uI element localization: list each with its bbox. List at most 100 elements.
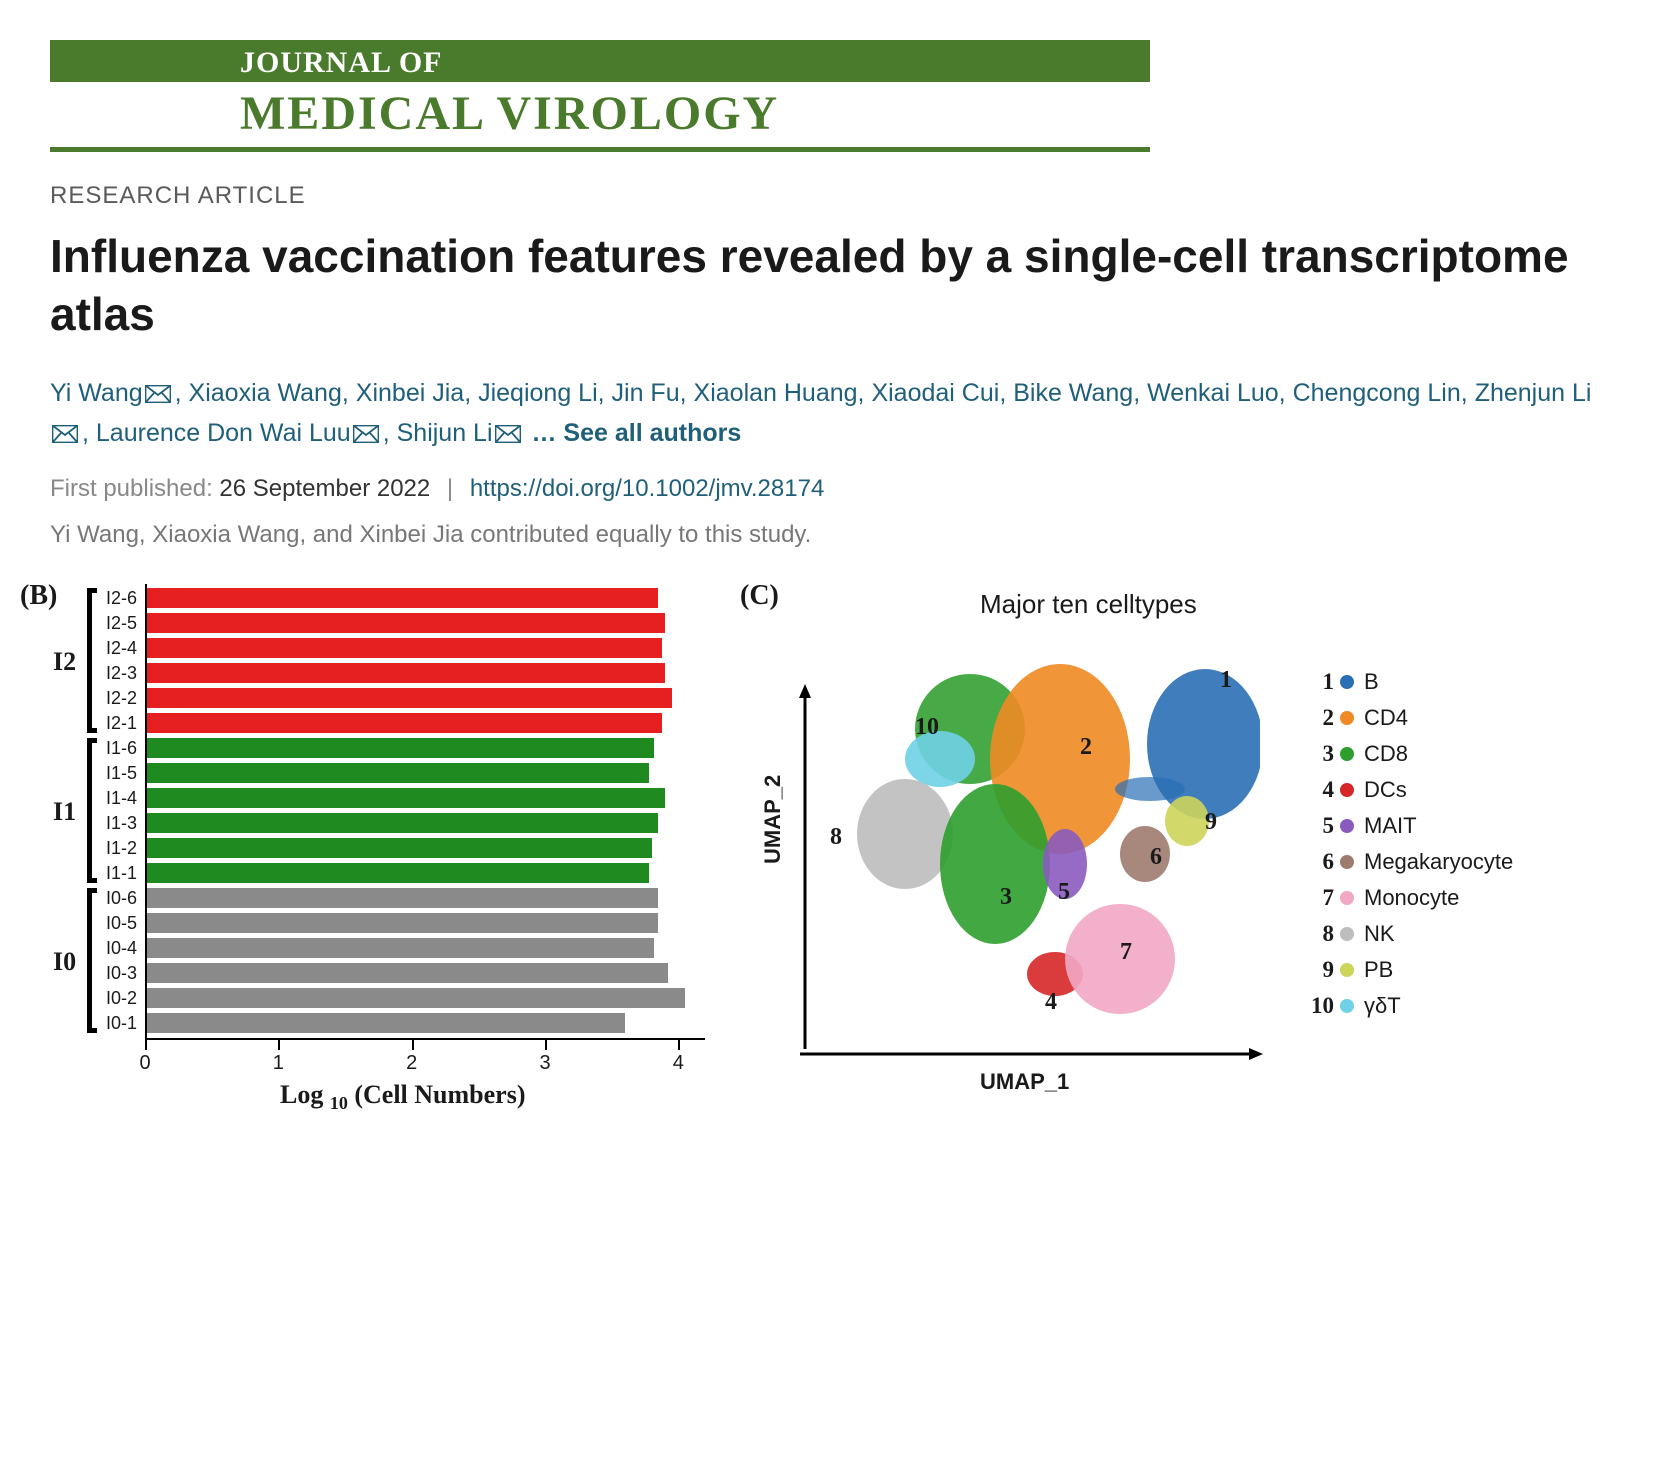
legend-dot [1340,927,1354,941]
umap-title: Major ten celltypes [980,589,1197,620]
umap-scatter [820,629,1260,1049]
mail-icon[interactable] [145,385,171,403]
legend-row: 7Monocyte [1300,880,1513,916]
bar-chart-y-axis [145,584,147,1038]
bar-row: I2-5 [145,613,665,633]
legend-label: DCs [1364,777,1407,803]
legend-dot [1340,891,1354,905]
bar-label: I2-4 [106,638,137,659]
legend-label: MAIT [1364,813,1417,839]
author-name[interactable]: Shijun Li [397,419,493,447]
bar-row: I1-5 [145,763,649,783]
x-tick [545,1040,547,1050]
author-name[interactable]: Jieqiong Li [478,379,598,407]
bar-row: I2-2 [145,688,672,708]
legend-row: 3CD8 [1300,736,1513,772]
umap-cluster-number: 6 [1150,844,1162,871]
legend-dot [1340,747,1354,761]
bar-row: I0-5 [145,913,658,933]
x-tick-label: 1 [273,1052,284,1075]
bar-label: I0-3 [106,963,137,984]
legend-number: 4 [1300,777,1334,803]
mail-icon[interactable] [52,425,78,443]
author-name[interactable]: Jin Fu [612,379,680,407]
bar-label: I0-2 [106,988,137,1009]
author-name[interactable]: Xiaolan Huang [694,379,858,407]
bar-label: I2-3 [106,663,137,684]
journal-name-bottom: MEDICAL VIROLOGY [50,82,1150,152]
umap-figure: Major ten celltypes 12345678910 UMAP_2 U… [740,584,1520,1124]
bar-label: I1-4 [106,788,137,809]
bar-row: I0-4 [145,938,654,958]
umap-x-axis-arrow [795,1044,1265,1064]
author-name[interactable]: Zhenjun Li [1475,379,1592,407]
first-published-label: First published: [50,475,213,502]
x-tick-label: 4 [673,1052,684,1075]
doi-link[interactable]: https://doi.org/10.1002/jmv.28174 [470,475,824,502]
bar-row: I2-4 [145,638,662,658]
bar-row: I0-6 [145,888,658,908]
x-tick [278,1040,280,1050]
umap-cluster-blob [1120,826,1170,882]
author-name[interactable]: Bike Wang [1013,379,1133,407]
author-name[interactable]: Xiaoxia Wang [189,379,342,407]
see-all-authors[interactable]: … See all authors [531,419,741,447]
bar-rect [145,863,649,883]
meta-separator: | [447,475,453,502]
bar-label: I0-4 [106,938,137,959]
mail-icon[interactable] [353,425,379,443]
x-tick-label: 2 [406,1052,417,1075]
bar-rect [145,763,649,783]
umap-cluster-number: 3 [1000,884,1012,911]
article-title: Influenza vaccination features revealed … [50,228,1604,343]
author-name[interactable]: Chengcong Lin [1293,379,1461,407]
bar-row: I0-2 [145,988,685,1008]
legend-row: 5 MAIT [1300,808,1513,844]
legend-number: 5 [1300,813,1334,839]
bar-row: I2-3 [145,663,665,683]
legend-row: 9PB [1300,952,1513,988]
umap-cluster-blob [1165,796,1209,846]
group-label: I0 [53,947,76,977]
journal-banner: JOURNAL OF MEDICAL VIROLOGY [50,40,1150,152]
x-tick [678,1040,680,1050]
author-name[interactable]: Yi Wang [50,379,143,407]
legend-row: 10γδT [1300,988,1513,1024]
bar-rect [145,988,685,1008]
legend-label: CD4 [1364,705,1408,731]
umap-y-axis-label: UMAP_2 [760,775,786,864]
bar-label: I2-2 [106,688,137,709]
legend-number: 8 [1300,921,1334,947]
bar-row: I2-1 [145,713,662,733]
author-name[interactable]: Wenkai Luo [1147,379,1279,407]
figure-panel-b: (B) I2-6I2-5I2-4I2-3I2-2I2-1I2I1-6I1-5I1… [50,584,730,1038]
bar-label: I0-6 [106,888,137,909]
bar-label: I1-5 [106,763,137,784]
x-tick-label: 3 [539,1052,550,1075]
author-name[interactable]: Xinbei Jia [356,379,464,407]
bar-rect [145,688,672,708]
umap-cluster-number: 5 [1058,879,1070,906]
figure-row: (B) I2-6I2-5I2-4I2-3I2-2I2-1I2I1-6I1-5I1… [50,584,1604,1124]
bar-row: I1-4 [145,788,665,808]
umap-cluster-number: 4 [1045,989,1057,1016]
group-bracket [87,888,97,1033]
bar-row: I1-1 [145,863,649,883]
bar-label: I1-3 [106,813,137,834]
legend-label: NK [1364,921,1395,947]
author-list: Yi Wang, Xiaoxia Wang, Xinbei Jia, Jieqi… [50,373,1604,453]
bar-chart-x-title: Log 10 (Cell Numbers) [280,1080,525,1114]
bar-row: I1-6 [145,738,654,758]
panel-b-label: (B) [20,580,57,612]
legend-label: B [1364,669,1379,695]
author-name[interactable]: Laurence Don Wai Luu [96,419,351,447]
x-tick-label: 0 [139,1052,150,1075]
author-name[interactable]: Xiaodai Cui [871,379,999,407]
bar-rect [145,813,658,833]
umap-x-axis-label: UMAP_1 [980,1069,1069,1095]
mail-icon[interactable] [495,425,521,443]
umap-cluster-number: 9 [1205,809,1217,836]
legend-dot [1340,711,1354,725]
bar-rect [145,888,658,908]
bar-label: I2-1 [106,713,137,734]
